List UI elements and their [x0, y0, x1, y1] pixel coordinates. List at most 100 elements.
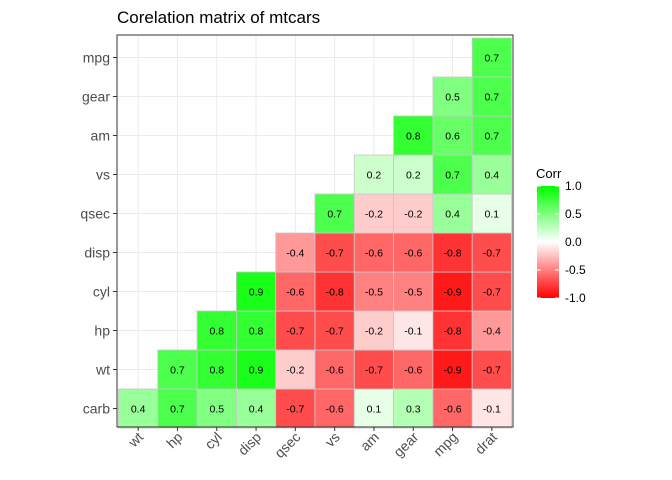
y-axis: carb wt hp cyl disp qsec vs am gear mpg: [80, 50, 117, 417]
legend-tick-label: 1.0: [565, 179, 582, 193]
heatmap-cell: [235, 388, 277, 429]
cell-value-label: -0.5: [404, 287, 422, 299]
x-tick-label: cyl: [201, 429, 224, 452]
x-tick-label: vs: [322, 429, 343, 450]
heatmap-cell: [235, 271, 277, 312]
cell-value-label: -0.1: [483, 404, 501, 416]
cell-value-label: -0.6: [286, 287, 304, 299]
cell-value-label: -0.7: [326, 326, 344, 338]
cell-value-label: 0.8: [209, 326, 224, 338]
cell-value-label: 0.1: [485, 209, 500, 221]
cell-value-label: 0.2: [406, 170, 421, 182]
legend-ticks: 1.0 0.5 0.0 -0.5 -1.0: [537, 179, 586, 305]
legend-colorbar: [537, 186, 559, 298]
cell-value-label: -0.9: [444, 287, 462, 299]
heatmap-cell: [314, 232, 355, 273]
x-tick-label: mpg: [430, 429, 461, 460]
heatmap-cell: [353, 154, 394, 195]
cell-value-label: -0.6: [404, 365, 422, 377]
x-axis: wt hp cyl disp qsec vs am gear mpg drat: [124, 427, 500, 461]
cell-value-label: -0.7: [286, 404, 304, 416]
heatmap-cell: [393, 271, 434, 312]
y-tick-label: gear: [82, 89, 110, 105]
cell-value-label: -0.4: [286, 248, 304, 260]
cell-value-label: -0.7: [483, 365, 501, 377]
heatmap-cell: [118, 388, 159, 429]
heatmap-cell: [471, 154, 512, 195]
heatmap-cell: [275, 271, 316, 312]
heatmap-cell: [432, 232, 473, 273]
cell-value-label: -0.5: [365, 287, 383, 299]
x-tick-label: am: [357, 429, 382, 454]
cell-value-label: 0.9: [249, 365, 264, 377]
heatmap-cell: [393, 115, 434, 156]
x-tick-label: gear: [390, 429, 421, 460]
y-tick-label: vs: [96, 167, 110, 183]
heatmap-cell: [471, 232, 512, 273]
cell-value-label: -0.6: [365, 248, 383, 260]
cell-value-label: -0.8: [444, 248, 462, 260]
cell-value-label: 0.4: [131, 404, 146, 416]
y-tick-label: cyl: [93, 284, 110, 300]
heatmap-cell: [393, 193, 434, 234]
chart-title: Corelation matrix of mtcars: [117, 8, 320, 27]
heatmap-cell: [432, 271, 473, 312]
cell-value-label: 0.9: [249, 287, 264, 299]
heatmap-cell: [196, 349, 237, 390]
heatmap-cell: [432, 115, 473, 156]
panel-border: [116, 34, 514, 428]
cell-value-label: 0.7: [170, 365, 185, 377]
cell-value-label: -0.7: [326, 248, 344, 260]
cell-value-label: 0.1: [367, 404, 382, 416]
y-tick-label: qsec: [80, 206, 110, 222]
cell-value-label: -0.6: [326, 404, 344, 416]
heatmap-cell: [275, 349, 316, 390]
heatmap-cell: [314, 193, 355, 234]
heatmap-cell: [471, 271, 512, 312]
heatmap-cells: 0.4 0.7 0.5 0.4 -0.7 -0.6 0.1 0.3 -0.6 -0.1 0.7 0.8…: [118, 37, 512, 429]
heatmap-cell: [314, 310, 355, 351]
x-tick-label: wt: [124, 429, 146, 451]
heatmap-cell: [471, 193, 512, 234]
cell-value-label: -0.4: [483, 326, 501, 338]
heatmap-cell: [196, 388, 237, 429]
legend-tick-label: 0.0: [565, 235, 582, 249]
legend-tick-label: -1.0: [565, 291, 586, 305]
heatmap-cell: [432, 388, 473, 429]
cell-value-label: 0.4: [445, 209, 460, 221]
cell-value-label: 0.7: [485, 53, 500, 65]
cell-value-label: 0.2: [367, 170, 382, 182]
y-tick-label: hp: [94, 323, 110, 339]
x-tick-label: qsec: [271, 429, 303, 461]
heatmap-cell: [196, 310, 237, 351]
cell-value-label: -0.2: [365, 209, 383, 221]
legend-tick-label: 0.5: [565, 207, 582, 221]
y-tick-label: wt: [95, 362, 110, 378]
legend: Corr 1.0 0.5 0.0 -0.5 -1.0: [536, 166, 586, 305]
cell-value-label: -0.7: [483, 248, 501, 260]
cell-value-label: -0.9: [444, 365, 462, 377]
heatmap-cell: [393, 388, 434, 429]
cell-value-label: -0.8: [444, 326, 462, 338]
heatmap-cell: [471, 310, 512, 351]
heatmap-cell: [471, 115, 512, 156]
cell-value-label: -0.8: [326, 287, 344, 299]
cell-value-label: 0.6: [445, 131, 460, 143]
y-tick-label: carb: [83, 401, 110, 417]
cell-value-label: -0.6: [326, 365, 344, 377]
heatmap-cell: [393, 310, 434, 351]
cell-value-label: 0.8: [406, 131, 421, 143]
cell-value-label: 0.4: [485, 170, 500, 182]
y-tick-label: mpg: [83, 50, 110, 66]
heatmap-cell: [471, 76, 512, 117]
heatmap-cell: [471, 388, 512, 429]
cell-value-label: -0.2: [404, 209, 422, 221]
y-tick-label: disp: [84, 245, 110, 261]
cell-value-label: -0.2: [365, 326, 383, 338]
x-tick-label: disp: [235, 429, 265, 459]
cell-value-label: -0.6: [404, 248, 422, 260]
cell-value-label: 0.5: [445, 92, 460, 104]
cell-value-label: 0.7: [170, 404, 185, 416]
cell-value-label: 0.8: [209, 365, 224, 377]
